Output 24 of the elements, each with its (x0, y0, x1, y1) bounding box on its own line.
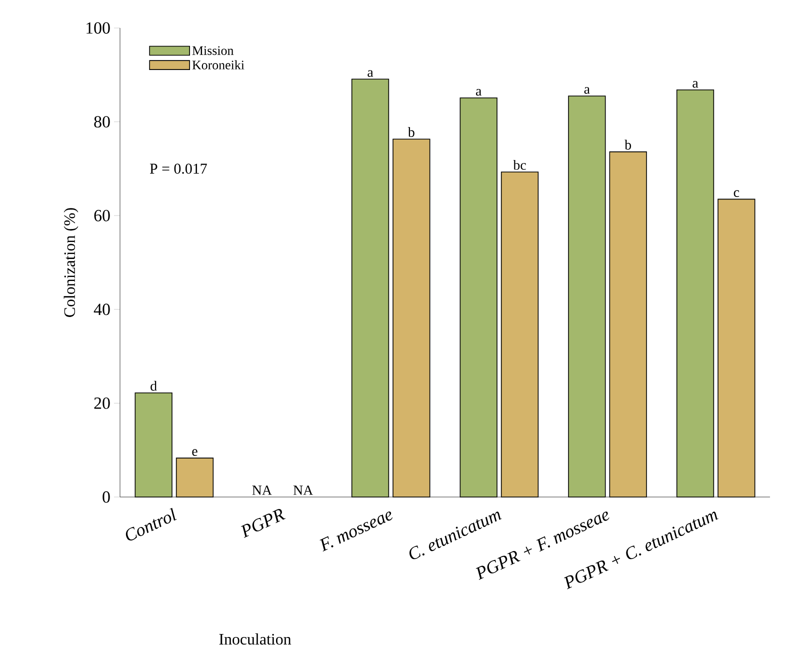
y-tick-label: 60 (94, 210, 110, 222)
annotation: e (192, 449, 198, 456)
annotation: a (584, 87, 590, 94)
annotation: NA (252, 486, 272, 495)
x-axis-title: Inoculation (219, 633, 292, 645)
annotation: NA (293, 486, 314, 495)
x-tick-label: PGPR (241, 509, 286, 538)
annotation: b (408, 127, 414, 137)
legend-label: Koroneiki (192, 60, 244, 70)
annotation: c (734, 190, 740, 197)
annotation: a (692, 81, 698, 88)
y-tick-label: 80 (94, 116, 110, 128)
legend-label: Mission (192, 46, 234, 55)
annotation: b (624, 140, 632, 150)
annotation: P = 0.017 (150, 164, 207, 174)
y-tick-label: 100 (86, 22, 110, 34)
y-tick-label: 0 (102, 491, 110, 503)
annotation: a (368, 70, 374, 77)
y-tick-label: 40 (94, 304, 110, 316)
annotation: d (150, 380, 157, 391)
annotation: a (476, 88, 482, 96)
y-axis-title: Colonization (%) (64, 208, 78, 317)
annotation: bc (513, 160, 526, 170)
y-tick-label: 20 (94, 397, 110, 409)
